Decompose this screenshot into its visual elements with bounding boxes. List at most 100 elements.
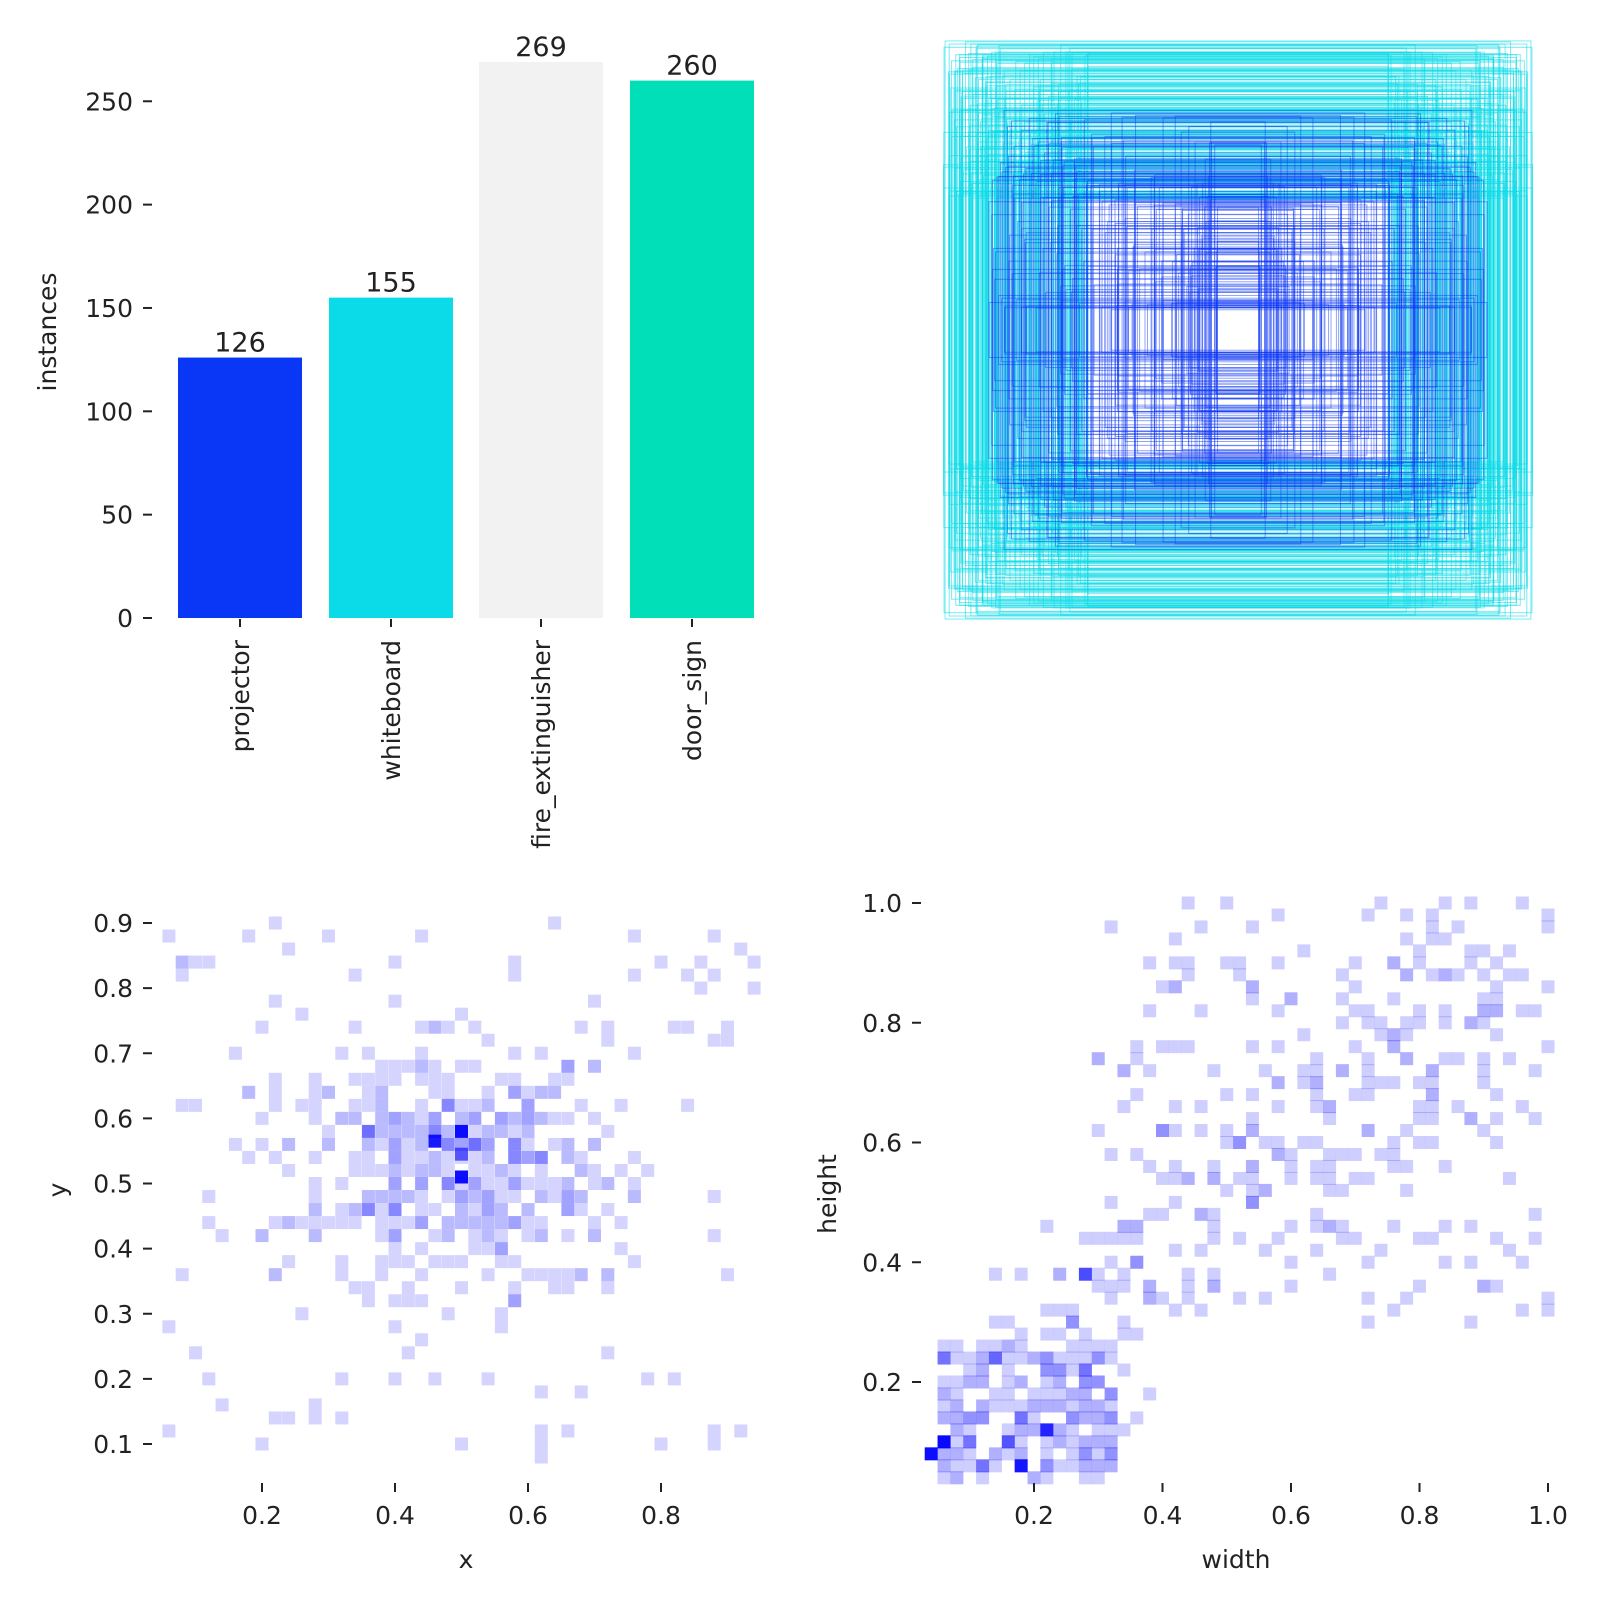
bbox-outline bbox=[1208, 220, 1268, 440]
bbox-outline bbox=[1126, 226, 1350, 434]
heatmap-cell bbox=[415, 1059, 429, 1073]
heatmap-cell bbox=[308, 1072, 322, 1086]
heatmap-cell bbox=[1387, 1303, 1401, 1317]
heatmap-cell bbox=[1284, 1255, 1298, 1269]
heatmap-cell bbox=[189, 955, 202, 969]
heatmap-cell bbox=[614, 1216, 628, 1230]
heatmap-cell bbox=[1425, 1136, 1439, 1149]
heatmap-cell bbox=[561, 1111, 575, 1125]
heatmap-cell bbox=[1001, 1399, 1015, 1413]
heatmap-cell bbox=[348, 1203, 362, 1217]
heatmap-cell bbox=[924, 1447, 938, 1461]
heatmap-cell bbox=[508, 1124, 522, 1138]
heatmap-cell bbox=[508, 1255, 522, 1269]
heatmap-cell bbox=[441, 1150, 455, 1164]
heatmap-cell bbox=[1438, 1159, 1452, 1173]
heatmap-cell bbox=[441, 1020, 455, 1034]
bbox-outline bbox=[1001, 297, 1475, 363]
heatmap-cell bbox=[1335, 992, 1349, 1006]
heatmap-cell bbox=[937, 1435, 951, 1449]
heatmap-cell bbox=[1143, 1387, 1157, 1401]
xy-x-tick-label: 0.4 bbox=[375, 1501, 415, 1530]
bbox-outline bbox=[1215, 266, 1261, 394]
heatmap-cell bbox=[481, 1190, 495, 1204]
heatmap-cell bbox=[627, 1046, 641, 1060]
heatmap-cell bbox=[282, 1411, 296, 1425]
heatmap-cell bbox=[588, 1216, 601, 1230]
bbox-outline bbox=[1038, 90, 1438, 570]
heatmap-cell bbox=[950, 1471, 964, 1485]
heatmap-cell bbox=[375, 1203, 389, 1217]
heatmap-cell bbox=[1361, 1064, 1375, 1078]
bbox-outline bbox=[1076, 225, 1400, 435]
heatmap-cell bbox=[388, 1255, 402, 1269]
heatmap-cell bbox=[1271, 956, 1285, 970]
bbox-outline bbox=[1019, 178, 1457, 482]
heatmap-cell bbox=[721, 1033, 734, 1047]
heatmap-cell bbox=[1502, 944, 1516, 958]
heatmap-cell bbox=[1104, 1387, 1118, 1401]
heatmap-cell bbox=[588, 1163, 601, 1177]
heatmap-cell bbox=[508, 1294, 522, 1308]
heatmap-cell bbox=[963, 1411, 977, 1425]
heatmap-cell bbox=[963, 1375, 977, 1389]
bbox-outline bbox=[1114, 254, 1362, 406]
bar-projector bbox=[178, 357, 302, 618]
heatmap-cell bbox=[521, 1124, 535, 1138]
heatmap-cell bbox=[548, 1137, 562, 1151]
heatmap-cell bbox=[1001, 1351, 1015, 1365]
heatmap-cell bbox=[1451, 968, 1465, 982]
bbox-outline bbox=[1198, 289, 1278, 371]
bbox-outline bbox=[1191, 275, 1285, 385]
heatmap-cell bbox=[1233, 1136, 1247, 1149]
heatmap-cell bbox=[1451, 1052, 1465, 1066]
heatmap-cell bbox=[521, 1098, 535, 1112]
bbox-outline bbox=[1106, 221, 1370, 439]
heatmap-cell bbox=[455, 1190, 468, 1204]
heatmap-cell bbox=[322, 929, 335, 943]
heatmap-cell bbox=[1104, 1411, 1118, 1425]
bbox-outline bbox=[1018, 139, 1458, 521]
bbox-outline bbox=[998, 176, 1478, 484]
heatmap-cell bbox=[375, 1085, 389, 1099]
xy-y-tick-label: 0.1 bbox=[93, 1430, 133, 1459]
bbox-outline bbox=[1181, 225, 1295, 435]
heatmap-cell bbox=[1053, 1435, 1067, 1449]
heatmap-cell bbox=[1310, 1207, 1324, 1221]
heatmap-cell bbox=[588, 1111, 601, 1125]
bbox-outline bbox=[1131, 303, 1345, 357]
xy-y-tick-label: 0.4 bbox=[93, 1235, 133, 1264]
heatmap-cell bbox=[481, 1033, 495, 1047]
heatmap-cell bbox=[1104, 1195, 1118, 1209]
bbox-outline bbox=[1183, 228, 1293, 432]
heatmap-cell bbox=[401, 1294, 415, 1308]
heatmap-cell bbox=[388, 1229, 402, 1243]
bbox-outline bbox=[1009, 79, 1467, 581]
heatmap-cell bbox=[614, 1242, 628, 1256]
bbox-outline bbox=[1004, 307, 1472, 353]
heatmap-cell bbox=[588, 994, 601, 1008]
wh-x-tick-label: 0.2 bbox=[1014, 1501, 1054, 1530]
heatmap-cell bbox=[295, 1098, 309, 1112]
heatmap-cell bbox=[1168, 1124, 1182, 1138]
heatmap-cell bbox=[441, 1137, 455, 1151]
heatmap-cell bbox=[375, 1137, 389, 1151]
heatmap-cell bbox=[401, 1150, 415, 1164]
heatmap-cell bbox=[428, 1203, 442, 1217]
xy-x-axis: 0.2 0.4 0.6 0.8 bbox=[242, 1483, 681, 1530]
heatmap-cell bbox=[1066, 1399, 1080, 1413]
heatmap-cell bbox=[255, 1229, 269, 1243]
heatmap-cell bbox=[494, 1255, 508, 1269]
heatmap-cell bbox=[481, 1242, 495, 1256]
heatmap-cell bbox=[1001, 1435, 1015, 1449]
heatmap-cell bbox=[641, 1372, 655, 1386]
heatmap-cell bbox=[963, 1459, 977, 1473]
heatmap-cell bbox=[415, 1216, 429, 1230]
heatmap-cell bbox=[654, 955, 668, 969]
heatmap-cell bbox=[481, 1124, 495, 1138]
heatmap-cell bbox=[401, 1255, 415, 1269]
heatmap-cell bbox=[388, 1216, 402, 1230]
bbox-outline bbox=[1183, 232, 1293, 428]
heatmap-cell bbox=[455, 1124, 468, 1138]
bbox-outline bbox=[996, 176, 1480, 484]
